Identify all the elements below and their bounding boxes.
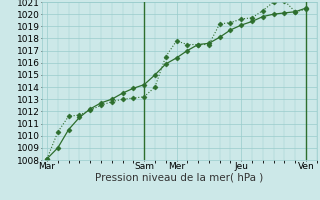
X-axis label: Pression niveau de la mer( hPa ): Pression niveau de la mer( hPa ) [95,172,263,182]
